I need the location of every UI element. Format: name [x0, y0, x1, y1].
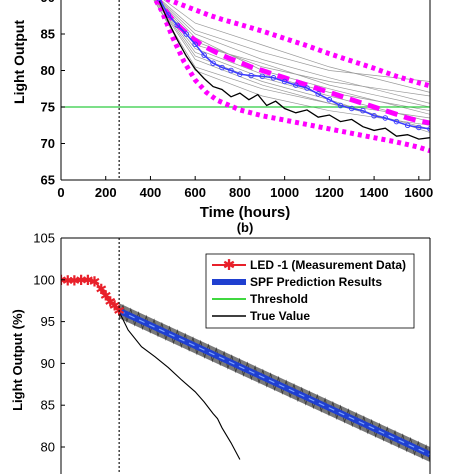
legend-star-marker: ✱ [223, 257, 236, 274]
top-series-point [183, 31, 189, 37]
true-value-line [118, 311, 241, 460]
top-y-tick-label: 80 [41, 63, 55, 78]
legend-item-prediction: SPF Prediction Results [212, 275, 382, 289]
prediction-line-dash [118, 310, 430, 456]
legend-item-threshold: Threshold [212, 292, 308, 306]
top-series-point [192, 41, 198, 47]
bottom-panel: ✱✱✱✱✱✱✱✱✱✱✱ 80 85 90 95 100 105 Light Output … [10, 231, 431, 474]
grey-curve [158, 0, 430, 115]
legend-item-measurement: ✱ LED -1 (Measurement Data) [212, 257, 406, 274]
measurement-point: ✱ [75, 272, 87, 288]
legend-label-prediction: SPF Prediction Results [250, 275, 382, 289]
top-series-point [404, 122, 411, 128]
top-series-point [416, 124, 422, 131]
top-series-point [382, 115, 389, 121]
top-series-point [326, 96, 333, 103]
measurement-point: ✱ [100, 288, 112, 304]
top-x-tick-label: 400 [140, 185, 162, 200]
bottom-y-tick-label: 95 [41, 314, 55, 329]
top-series-point [348, 105, 355, 112]
legend-label-threshold: Threshold [250, 292, 308, 306]
panel-caption: (b) [237, 220, 254, 235]
top-series-dashed-thick [155, 0, 430, 126]
top-series-point [201, 52, 207, 58]
top-series-point [270, 75, 277, 81]
top-series-point [393, 118, 400, 125]
grey-curve [155, 0, 430, 122]
bottom-plot-area: ✱✱✱✱✱✱✱✱✱✱✱ [61, 238, 430, 474]
measurement-point: ✱ [62, 273, 74, 289]
top-series-dotted-thick [152, 0, 430, 154]
top-x-tick-label: 1200 [315, 185, 344, 200]
top-series-point [259, 73, 266, 80]
top-series-point [337, 102, 344, 109]
legend-label-true-value: True Value [250, 309, 310, 323]
top-series-point [315, 91, 321, 97]
legend: ✱ LED -1 (Measurement Data) SPF Predicti… [205, 253, 415, 329]
top-series-point [371, 113, 377, 119]
measurement-point: ✱ [69, 273, 81, 289]
measurement-point: ✱ [89, 273, 101, 289]
top-series-point [219, 64, 225, 71]
legend-label-measurement: LED -1 (Measurement Data) [250, 258, 406, 272]
top-series-point [281, 78, 288, 85]
bottom-y-axis-label: Light Output (%) [10, 309, 25, 411]
top-series-solid [158, 0, 430, 140]
grey-curve [160, 0, 430, 82]
measurement-line [61, 278, 120, 312]
top-y-tick-label: 70 [41, 136, 55, 151]
measurement-point: ✱ [109, 298, 121, 314]
bottom-y-tick-label: 105 [33, 231, 55, 246]
top-series-dotted-thick [163, 0, 430, 89]
grey-curve [159, 0, 430, 104]
top-y-tick-label: 90 [41, 0, 55, 5]
top-x-tick-label: 1600 [404, 185, 433, 200]
bottom-y-tick-label: 85 [41, 398, 55, 413]
top-x-tick-label: 800 [229, 185, 251, 200]
grey-curve [163, 0, 430, 93]
top-x-tick-label: 1000 [270, 185, 299, 200]
top-x-tick-label: 200 [95, 185, 117, 200]
measurement-point: ✱ [104, 294, 116, 310]
top-series-point [248, 72, 254, 79]
top-series-point [228, 67, 234, 74]
top-y-tick-label: 75 [41, 100, 55, 115]
bottom-y-tick-label: 100 [33, 272, 55, 287]
top-panel: 0 200 400 600 800 1000 1200 1400 1600 65 70 75 80 85 9… [11, 0, 433, 235]
bottom-axis-ticks: 80 85 90 95 100 105 [33, 231, 65, 455]
top-x-tick-label: 600 [184, 185, 206, 200]
bottom-y-tick-label: 90 [41, 356, 55, 371]
top-series-point [304, 85, 310, 91]
measurement-point: ✱ [82, 272, 94, 288]
top-y-tick-label: 65 [41, 173, 55, 188]
grey-curve [154, 0, 430, 130]
top-series-point [174, 22, 181, 28]
top-plot-area [61, 0, 430, 180]
top-series-point [360, 107, 366, 114]
top-x-tick-label: 1400 [360, 185, 389, 200]
top-series-point [427, 126, 430, 132]
top-series-solid-marked [159, 0, 430, 130]
legend-item-true-value: True Value [212, 309, 310, 323]
top-x-axis-label: Time (hours) [200, 204, 291, 221]
top-y-tick-label: 85 [41, 27, 55, 42]
top-x-tick-label: 0 [57, 185, 64, 200]
measurement-point: ✱ [95, 281, 107, 297]
top-y-axis-label: Light Output [11, 20, 27, 104]
top-series-point [293, 82, 299, 88]
top-series-point [237, 71, 243, 77]
top-series-point [210, 60, 216, 66]
top-axis-ticks: 0 200 400 600 800 1000 1200 1400 1600 65 70 75 80 85 9… [41, 0, 434, 200]
bottom-y-tick-label: 80 [41, 440, 55, 455]
